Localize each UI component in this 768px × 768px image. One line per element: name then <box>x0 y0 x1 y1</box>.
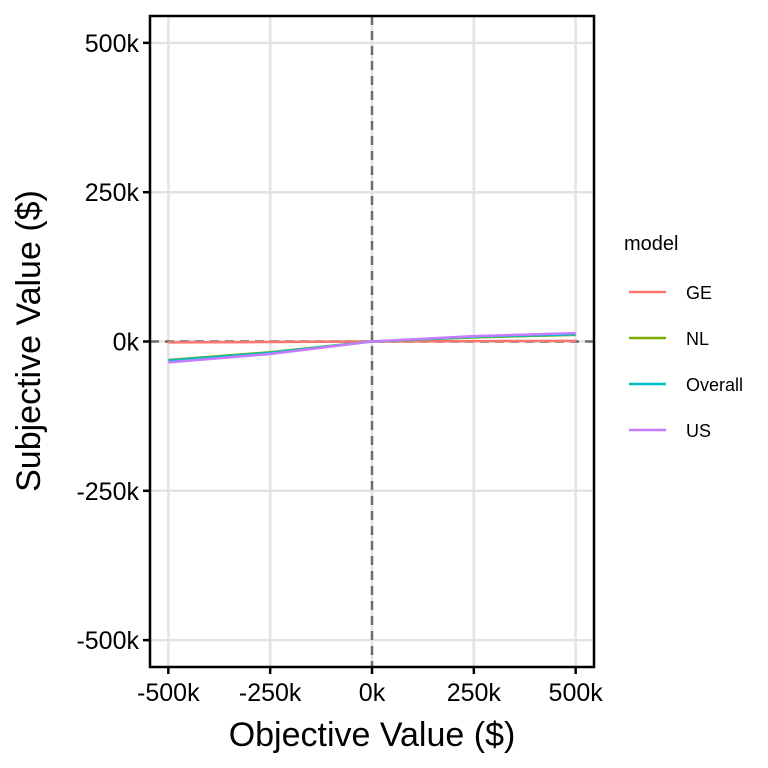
x-tick-label: -250k <box>239 679 302 707</box>
legend-label-overall: Overall <box>686 375 743 395</box>
legend-label-ge: GE <box>686 283 712 303</box>
x-tick-label: -500k <box>137 679 200 707</box>
y-tick-label: 250k <box>85 179 140 207</box>
x-tick-label: 0k <box>359 679 386 707</box>
x-tick-label: 250k <box>447 679 502 707</box>
legend-label-nl: NL <box>686 329 709 349</box>
legend: model GE NL Overall US <box>624 233 743 441</box>
legend-title: model <box>624 233 678 255</box>
y-tick-label: -500k <box>76 627 139 655</box>
y-axis-title: Subjective Value ($) <box>10 190 48 492</box>
y-tick-label: -250k <box>76 478 139 506</box>
x-axis: -500k -250k 0k 250k 500k <box>137 667 603 707</box>
reference-lines <box>150 16 594 667</box>
y-axis: -500k -250k 0k 250k 500k <box>76 30 150 655</box>
series-line-us <box>168 331 576 364</box>
series-lines <box>168 331 576 364</box>
y-tick-label: 0k <box>113 329 140 357</box>
y-tick-label: 500k <box>85 30 140 58</box>
x-tick-label: 500k <box>549 679 604 707</box>
legend-label-us: US <box>686 421 711 441</box>
x-axis-title: Objective Value ($) <box>229 716 516 754</box>
